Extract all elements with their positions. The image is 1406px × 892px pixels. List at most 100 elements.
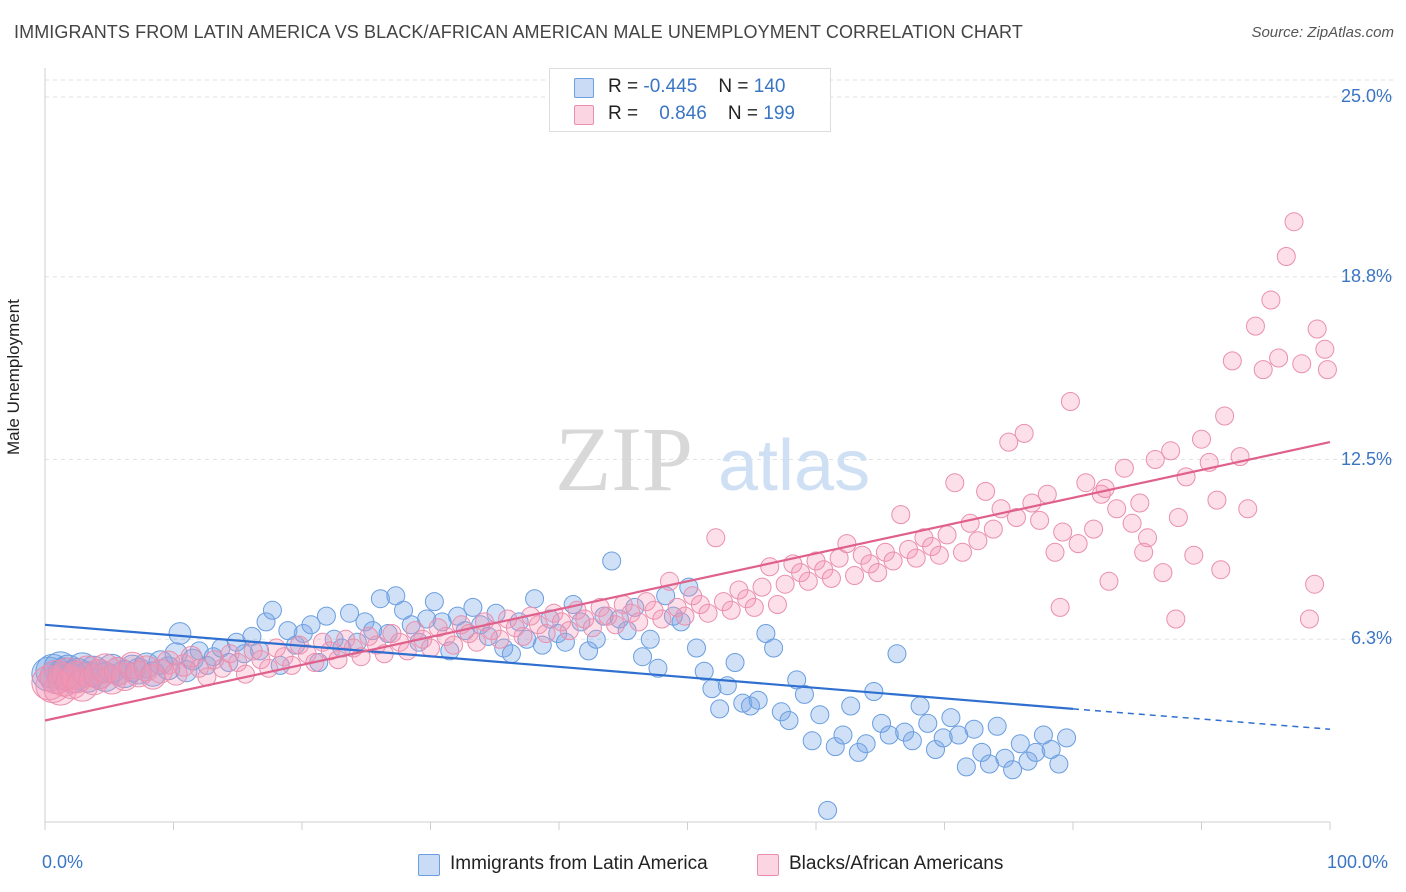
point-black-african-american [1261,290,1281,310]
watermark: ZIP atlas [555,408,870,510]
point-black-african-american [172,654,195,677]
trend-lines [44,441,1331,730]
point-latin-america [694,661,714,681]
point-black-african-american [976,481,996,501]
trend-line-latin-america [44,623,1074,710]
point-latin-america [463,597,483,617]
point-latin-america [964,719,984,739]
point-black-african-american [891,505,911,525]
point-black-african-american [1006,508,1026,527]
point-black-african-american [513,626,533,646]
point-black-african-american [1030,510,1050,530]
point-black-african-american [467,632,487,652]
point-black-african-american [1292,354,1312,374]
point-latin-america [301,615,321,635]
point-black-african-american [397,641,417,661]
point-black-african-american [1253,360,1273,380]
point-black-african-american [1192,429,1211,449]
point-latin-america [933,728,953,748]
point-black-african-american [952,542,972,562]
point-black-african-american [1166,609,1186,629]
trend-line-latin-america-extension [1072,708,1331,730]
point-black-african-american [1014,423,1034,443]
point-black-african-american [945,473,965,493]
point-black-african-american [1045,542,1065,562]
point-black-african-american [1053,522,1073,542]
point-latin-america [1057,728,1077,748]
point-latin-america [532,635,552,655]
point-latin-america [440,641,460,661]
point-black-african-american [698,603,718,623]
point-black-african-american [1130,493,1150,513]
point-latin-america [887,644,907,664]
x-tick-label-max: 100.0% [1327,852,1389,872]
y-tick-label: 18.8% [1340,265,1392,286]
point-black-african-american [1238,499,1258,519]
point-black-african-american [536,624,556,643]
point-black-african-american [156,650,181,675]
point-black-african-american [164,662,188,686]
point-black-african-american [1168,508,1188,527]
point-black-african-american [1114,458,1134,478]
point-latin-america [779,711,799,730]
point-latin-america [640,629,660,649]
point-black-african-american [259,658,279,678]
point-black-african-american [706,528,726,548]
point-black-african-american [559,621,579,641]
point-black-african-american [1076,473,1096,493]
y-tick-label: 12.5% [1340,448,1392,469]
legend-swatch-blue [574,78,594,98]
legend-n-pink: 199 [763,103,795,124]
point-black-african-american [837,534,857,554]
point-black-african-american [1207,490,1227,510]
point-latin-america [262,600,282,620]
point-black-african-american [1050,597,1070,617]
point-black-african-american [821,568,841,588]
point-black-african-american [490,629,510,649]
point-black-african-american [1276,247,1296,266]
point-black-african-american [767,595,787,614]
point-latin-america [633,647,653,667]
point-black-african-american [1299,609,1319,629]
source-label: Source: ZipAtlas.com [1251,24,1394,41]
point-latin-america [1010,734,1030,754]
y-tick-label: 6.3% [1350,628,1392,649]
point-latin-america [625,597,645,617]
point-latin-america [972,742,992,762]
bottom-legend-label-pink: Blacks/African Americans [789,853,1004,874]
y-axis-label: Male Unemployment [4,299,23,455]
point-black-african-american [1084,519,1104,539]
bottom-legend-label-blue: Immigrants from Latin America [450,853,708,874]
point-black-african-american [1184,545,1204,565]
point-latin-america [902,731,922,751]
point-black-african-american [1269,348,1289,368]
legend-swatch-pink [574,105,594,125]
point-latin-america [609,609,629,629]
point-black-african-american [960,513,980,533]
point-black-african-american [968,531,988,551]
point-latin-america [370,589,390,609]
point-latin-america [856,734,876,754]
point-black-african-american [1176,467,1196,487]
point-latin-america [740,696,760,716]
point-black-african-american [606,615,626,635]
point-latin-america [995,748,1015,768]
point-latin-america [1049,754,1069,774]
x-tick-label-min: 0.0% [42,852,84,872]
bottom-legend-swatch-blue [418,854,440,876]
watermark-zip: ZIP [555,408,693,510]
point-black-african-american [582,618,602,638]
point-latin-america [733,693,753,713]
point-latin-america [879,725,899,745]
point-latin-america [316,606,336,626]
point-latin-america [1026,742,1046,762]
point-black-african-american [983,519,1003,539]
point-latin-america [478,626,498,646]
point-latin-america [725,653,745,672]
point-black-african-american [1060,392,1080,411]
axes [44,68,1331,830]
point-latin-america [802,731,822,751]
point-black-african-american [1222,351,1242,371]
point-black-african-american [1145,450,1165,469]
